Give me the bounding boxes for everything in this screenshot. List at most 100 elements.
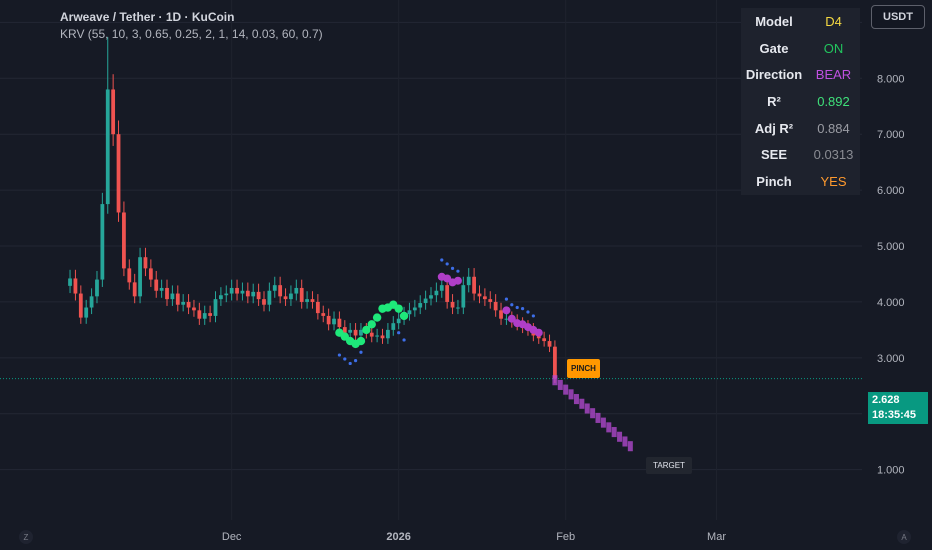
y-tick-label: 5.000 — [877, 241, 905, 253]
stats-value: ON — [823, 40, 844, 56]
indicator-dot-blue — [348, 361, 352, 366]
indicator-dot-blue — [445, 262, 449, 266]
candle-body — [359, 329, 363, 336]
timezone-corner-button[interactable]: Z — [19, 530, 33, 544]
candle-body — [235, 287, 239, 294]
candle-body — [165, 287, 169, 300]
candle-body — [493, 301, 498, 311]
candle-body — [73, 278, 78, 294]
stats-row-r: R² 0.892 — [741, 88, 860, 115]
candle-body — [439, 285, 444, 291]
candle-body — [342, 327, 347, 333]
stats-label: SEE — [760, 147, 787, 163]
stats-value: D4 — [825, 13, 842, 29]
candle-body — [68, 278, 72, 286]
projection-step — [611, 427, 617, 438]
candle-body — [294, 287, 299, 294]
stats-value: BEAR — [815, 67, 852, 83]
stats-value: 0.0313 — [813, 147, 854, 163]
x-tick-label: Mar — [707, 531, 726, 543]
candle-body — [256, 291, 261, 300]
projection-step — [573, 394, 579, 405]
indicator-dot-blue — [440, 258, 444, 262]
target-label: TARGET — [646, 457, 692, 474]
candle-body — [132, 282, 137, 297]
candle-body — [175, 293, 180, 305]
candle-body — [289, 293, 293, 300]
projection-step — [563, 384, 569, 395]
candle-body — [305, 299, 309, 302]
candle-body — [116, 134, 121, 213]
candle-body — [272, 285, 277, 291]
stats-row-model: Model D4 — [741, 8, 860, 35]
candle-body — [159, 287, 164, 291]
indicator-dot-blue — [402, 338, 406, 342]
stats-label: R² — [767, 93, 781, 109]
candle-body — [553, 346, 557, 379]
candle-body — [148, 268, 153, 280]
candle-body — [434, 290, 439, 296]
candle-body — [84, 307, 89, 318]
stats-label: Adj R² — [754, 120, 794, 136]
indicator-dot-blue — [526, 310, 530, 314]
stats-value: 0.884 — [817, 120, 850, 136]
pinch-label: PINCH — [567, 359, 600, 378]
candle-body — [380, 335, 385, 339]
currency-button[interactable]: USDT — [871, 5, 925, 29]
candle-body — [78, 293, 83, 318]
indicator-dot-blue — [520, 307, 525, 311]
x-tick-label: Feb — [556, 531, 575, 543]
indicator-dot-green — [367, 320, 376, 329]
indicator-dot-blue — [343, 357, 347, 361]
projection-step — [568, 389, 574, 400]
candle-body — [332, 318, 336, 325]
indicator-dot-blue — [397, 331, 401, 335]
last-price-tag: 2.628 18:35:45 — [868, 392, 928, 424]
indicator-dot-blue — [531, 314, 535, 318]
candle-body — [337, 318, 342, 328]
bar-countdown: 18:35:45 — [872, 409, 917, 421]
indicator-legend[interactable]: KRV (55, 10, 3, 0.65, 0.25, 2, 1, 14, 0.… — [60, 27, 323, 41]
projection-step — [552, 375, 558, 386]
stats-label: Gate — [759, 40, 789, 56]
candle-body — [499, 310, 503, 319]
auto-scale-corner-button[interactable]: A — [897, 530, 911, 544]
indicator-dot-green — [362, 325, 371, 335]
candle-body — [89, 296, 94, 308]
x-tick-label: Dec — [222, 531, 242, 543]
projection-step — [579, 398, 585, 409]
indicator-dot-blue — [353, 359, 358, 363]
y-tick-label: 6.000 — [877, 185, 905, 197]
candle-body — [310, 299, 315, 302]
candle-body — [445, 285, 450, 302]
candle-body — [267, 290, 272, 305]
y-tick-label: 4.000 — [877, 297, 905, 309]
indicator-dot-green — [356, 336, 366, 346]
candle-body — [326, 315, 331, 325]
candle-body — [547, 341, 552, 347]
candle-body — [251, 291, 256, 297]
candle-body — [396, 318, 401, 324]
indicator-dot-blue — [359, 350, 363, 354]
indicator-dot-green — [372, 313, 382, 322]
indicator-dot-green — [394, 304, 403, 313]
candle-body — [170, 293, 175, 300]
candle-body — [105, 89, 110, 205]
indicator-dot-purple — [502, 306, 511, 315]
candle-body — [100, 204, 105, 280]
candle-body — [143, 257, 148, 269]
candle-body — [181, 301, 186, 305]
candle-body — [245, 290, 250, 297]
candle-body — [138, 257, 142, 297]
projection-step — [627, 441, 633, 452]
candle-body — [461, 285, 466, 308]
projection-step — [595, 412, 601, 423]
indicator-dot-blue — [510, 303, 514, 307]
candle-body — [208, 313, 213, 316]
candle-body — [450, 301, 455, 308]
candle-body — [369, 332, 374, 337]
candle-body — [213, 299, 218, 316]
projection-step — [617, 431, 623, 442]
indicator-dot-purple — [507, 314, 516, 323]
